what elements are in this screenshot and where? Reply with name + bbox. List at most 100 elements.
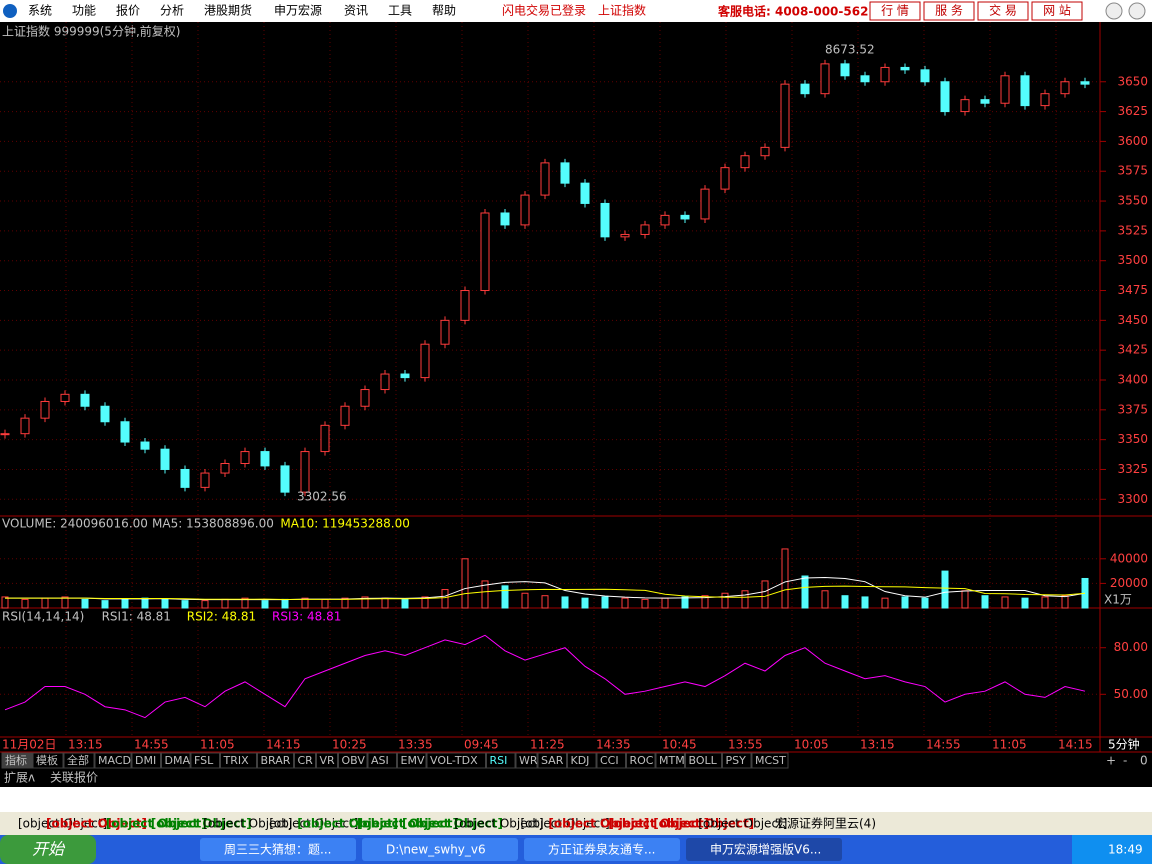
- status-item: [object Object]: [520, 817, 609, 831]
- legend-entry: RSI(14,14,14): [2, 610, 84, 624]
- menu-item[interactable]: 分析: [160, 4, 184, 18]
- subtab[interactable]: 关联报价: [50, 770, 98, 785]
- tab-label[interactable]: BOLL: [689, 754, 718, 767]
- tab[interactable]: [294, 752, 316, 769]
- tab[interactable]: [220, 752, 257, 769]
- tab[interactable]: [338, 752, 368, 769]
- tab-control[interactable]: -: [1123, 754, 1127, 768]
- menu-bar: [0, 0, 1152, 22]
- tab[interactable]: [131, 752, 161, 769]
- task-window[interactable]: [362, 838, 518, 861]
- tab[interactable]: [685, 752, 722, 769]
- tab[interactable]: [94, 752, 132, 769]
- task-window-label[interactable]: 方正证券泉友通专...: [548, 842, 655, 857]
- task-window[interactable]: [200, 838, 356, 861]
- tab-label[interactable]: EMV: [401, 754, 425, 767]
- y-tick-label: 3425: [1117, 343, 1148, 357]
- tab-label[interactable]: DMI: [135, 754, 156, 767]
- tab-label[interactable]: ROC: [630, 754, 654, 767]
- menu-button-label[interactable]: 行 情: [881, 4, 909, 18]
- tab-label[interactable]: RSI: [490, 754, 508, 767]
- menu-item[interactable]: 港股期货: [204, 3, 252, 18]
- tab-label[interactable]: VR: [320, 754, 336, 767]
- candle-body: [320, 424, 330, 453]
- subtab[interactable]: 扩展ʌ: [4, 771, 35, 785]
- candle-body: [820, 63, 830, 95]
- tab[interactable]: [316, 752, 338, 769]
- task-window-label[interactable]: 周三三大猜想：题...: [224, 842, 331, 857]
- tab[interactable]: [161, 752, 191, 769]
- status-item: [object Object]: [402, 817, 503, 831]
- menu-button[interactable]: [1031, 1, 1083, 21]
- legend-entry: RSI2: 48.81: [187, 610, 256, 624]
- tab[interactable]: [722, 752, 752, 769]
- volume-bar: [801, 575, 809, 609]
- tab-label[interactable]: MCST: [755, 754, 786, 767]
- tab[interactable]: [426, 752, 486, 769]
- menu-button-label[interactable]: 网 站: [1043, 4, 1071, 18]
- tab[interactable]: [567, 752, 597, 769]
- tab-label[interactable]: CR: [298, 754, 314, 767]
- tab[interactable]: [596, 752, 626, 769]
- menu-item[interactable]: 系统: [28, 4, 52, 18]
- tab-label[interactable]: MACD: [98, 754, 131, 767]
- tab[interactable]: [486, 752, 516, 769]
- volume-bar: [501, 585, 509, 609]
- tab-control[interactable]: 0: [1140, 754, 1148, 768]
- menu-button-label[interactable]: 交 易: [989, 3, 1017, 18]
- tab[interactable]: [257, 752, 294, 769]
- menu-item[interactable]: 资讯: [344, 4, 368, 18]
- tab-label[interactable]: KDJ: [571, 754, 590, 767]
- window-button[interactable]: [1128, 2, 1146, 20]
- tab-label[interactable]: CCI: [600, 754, 619, 767]
- task-window[interactable]: [686, 838, 842, 861]
- candle-body: [560, 162, 570, 184]
- task-window[interactable]: [524, 838, 680, 861]
- tab-label[interactable]: PSY: [726, 754, 747, 767]
- tab[interactable]: [190, 752, 220, 769]
- tab-label[interactable]: VOL-TDX: [430, 754, 478, 767]
- task-window-label[interactable]: D:\new_swhy_v6: [386, 843, 486, 857]
- tab[interactable]: [626, 752, 656, 769]
- start-label[interactable]: 开始: [32, 840, 66, 859]
- tab-label[interactable]: TRIX: [223, 754, 250, 767]
- tab[interactable]: [1, 752, 33, 769]
- candle-body: [440, 319, 450, 345]
- tab[interactable]: [751, 752, 789, 769]
- y-tick-label: 3450: [1117, 313, 1148, 327]
- menu-item[interactable]: 申万宏源: [274, 3, 322, 18]
- tab[interactable]: [32, 752, 64, 769]
- tab-label[interactable]: DMA: [165, 754, 191, 767]
- task-window-label[interactable]: 申万宏源增强版V6...: [710, 842, 821, 857]
- tab[interactable]: [367, 752, 397, 769]
- tab-label[interactable]: BRAR: [261, 754, 291, 767]
- tab-label[interactable]: 模板: [36, 753, 58, 767]
- menu-button[interactable]: [977, 1, 1029, 21]
- menu-button[interactable]: [923, 1, 975, 21]
- tab-label[interactable]: MTM: [659, 754, 685, 767]
- start-button[interactable]: [0, 835, 96, 864]
- tab[interactable]: [537, 752, 567, 769]
- tab-label[interactable]: 全部: [67, 753, 89, 767]
- tab-label[interactable]: ASI: [371, 754, 389, 767]
- window-button[interactable]: [1105, 2, 1123, 20]
- menu-item[interactable]: 工具: [388, 4, 412, 18]
- tab-label[interactable]: SAR: [541, 754, 564, 767]
- tab-label[interactable]: OBV: [342, 754, 366, 767]
- tab[interactable]: [655, 752, 685, 769]
- tab[interactable]: [63, 752, 95, 769]
- tab-label[interactable]: FSL: [194, 754, 214, 767]
- volume-bar: [301, 597, 309, 609]
- menu-item[interactable]: 功能: [72, 4, 96, 18]
- tab[interactable]: [397, 752, 427, 769]
- menu-button-label[interactable]: 服 务: [935, 3, 963, 18]
- tab-label[interactable]: 指标: [5, 753, 27, 767]
- menu-button[interactable]: [869, 1, 921, 21]
- tab[interactable]: [515, 752, 538, 769]
- menu-item[interactable]: 报价: [116, 3, 140, 18]
- menu-item[interactable]: 帮助: [432, 4, 456, 18]
- candle-body: [840, 63, 850, 77]
- candle-body: [260, 451, 270, 467]
- tab-control[interactable]: +: [1106, 754, 1116, 768]
- tab-label[interactable]: WR: [519, 754, 538, 767]
